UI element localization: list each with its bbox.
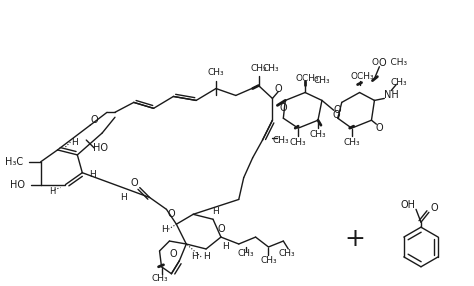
Text: CH₃: CH₃ — [260, 256, 277, 265]
Text: +: + — [344, 227, 365, 251]
Text: H: H — [161, 225, 168, 234]
Text: O: O — [131, 178, 138, 188]
Text: H: H — [49, 187, 56, 196]
Text: CH₃: CH₃ — [250, 64, 267, 73]
Text: CH₃: CH₃ — [272, 136, 289, 144]
Text: O: O — [334, 105, 342, 115]
Text: CH₃: CH₃ — [290, 138, 307, 146]
Text: O: O — [333, 110, 341, 120]
Text: CH₃: CH₃ — [343, 138, 360, 146]
Text: O: O — [274, 84, 282, 94]
Text: OCH₃: OCH₃ — [295, 74, 319, 83]
Text: O: O — [379, 58, 386, 68]
Text: CH₃: CH₃ — [151, 274, 168, 283]
Text: O: O — [375, 123, 383, 133]
Text: CH₃: CH₃ — [237, 249, 254, 259]
Text: O: O — [168, 209, 175, 219]
Text: OH: OH — [401, 200, 416, 210]
Text: O: O — [430, 203, 438, 213]
Text: CH₃: CH₃ — [310, 130, 326, 139]
Text: NH: NH — [384, 90, 399, 100]
Text: O: O — [170, 249, 177, 259]
Text: H: H — [213, 207, 219, 216]
Text: CH₃: CH₃ — [262, 64, 279, 73]
Text: O: O — [91, 115, 98, 125]
Text: OCH₃: OCH₃ — [351, 72, 374, 81]
Text: O: O — [217, 224, 225, 234]
Text: CH₃: CH₃ — [314, 76, 330, 85]
Text: O: O — [280, 103, 287, 113]
Text: CH₃: CH₃ — [208, 68, 224, 77]
Text: H: H — [203, 252, 210, 261]
Text: H₃C: H₃C — [5, 157, 23, 167]
Text: CH₃: CH₃ — [391, 78, 408, 87]
Text: H: H — [71, 138, 78, 146]
Text: HO: HO — [92, 143, 108, 153]
Text: H: H — [120, 193, 127, 202]
Text: CH₃: CH₃ — [279, 249, 296, 259]
Text: H: H — [222, 243, 229, 251]
Text: H: H — [89, 170, 96, 179]
Text: H: H — [191, 252, 198, 261]
Text: HO: HO — [10, 180, 25, 190]
Text: O    CH₃: O CH₃ — [372, 58, 407, 67]
